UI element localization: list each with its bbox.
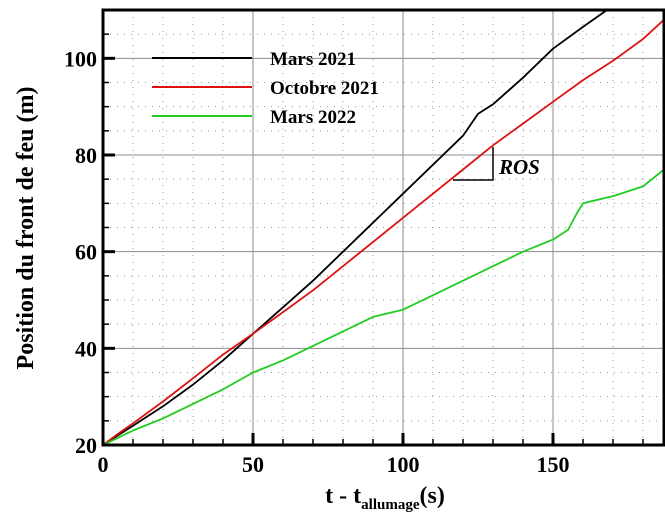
ros-slope-marker: [453, 147, 494, 181]
y-tick-label: 40: [75, 336, 97, 361]
series-line-1: [102, 19, 665, 446]
series-lines: [102, 9, 665, 446]
x-tick-label: 150: [537, 452, 570, 477]
x-axis-label-subscript: allumage: [361, 497, 420, 513]
ros-label: ROS: [498, 155, 540, 179]
y-tick-label: 60: [75, 240, 97, 265]
x-tick-label: 50: [242, 452, 264, 477]
grid: [103, 10, 664, 445]
ticks: 0 50 100 150 20 40 60 80 100: [64, 33, 644, 477]
x-axis-label-main: t - t: [325, 483, 361, 509]
x-axis-label: t - tallumage(s): [325, 483, 445, 513]
x-axis-label-suffix: (s): [420, 483, 445, 509]
x-tick-label: 0: [98, 452, 109, 477]
legend: Mars 2021 Octobre 2021 Mars 2022: [152, 49, 379, 128]
series-line-2: [102, 168, 665, 446]
ros-annotation: ROS: [453, 147, 540, 181]
y-tick-label: 100: [64, 46, 97, 71]
y-tick-label: 80: [75, 143, 97, 168]
y-axis-label: Position du front de feu (m): [13, 87, 39, 370]
legend-label-0: Mars 2021: [270, 49, 356, 70]
series-line-0: [102, 9, 608, 446]
y-tick-label: 20: [75, 433, 97, 458]
legend-label-1: Octobre 2021: [270, 78, 379, 99]
x-tick-label: 100: [387, 452, 420, 477]
legend-label-2: Mars 2022: [270, 107, 356, 128]
